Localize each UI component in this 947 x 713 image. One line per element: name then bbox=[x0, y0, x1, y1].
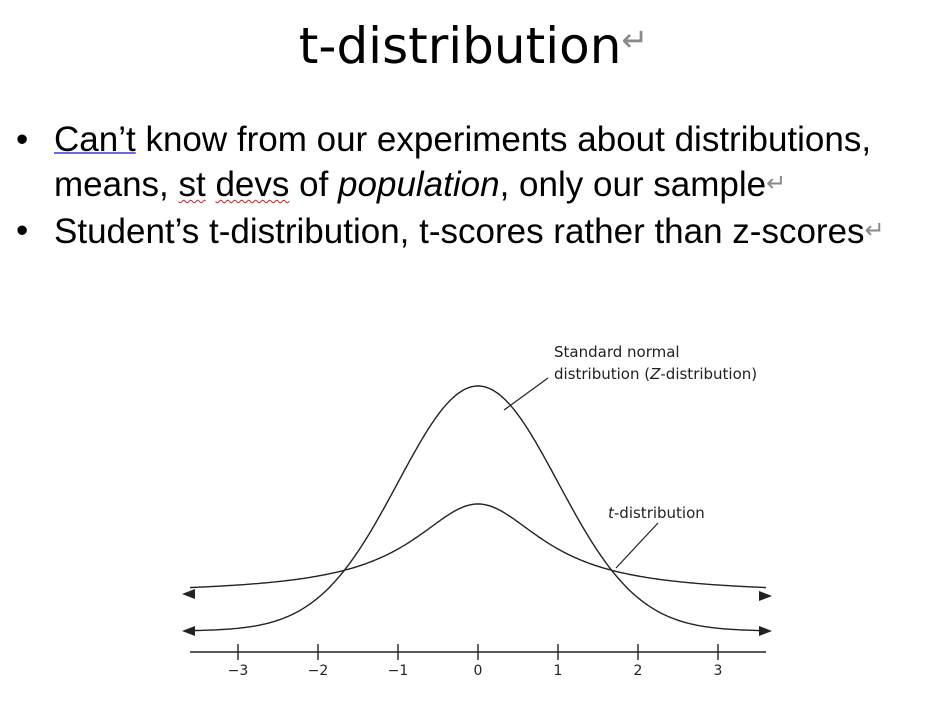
bullet-text: know from our experiments about distribu… bbox=[54, 120, 872, 204]
normal-curve-right-arrow-icon bbox=[759, 626, 772, 636]
x-axis-tick-label: −1 bbox=[388, 663, 409, 679]
normal-label-line2: distribution (Z-distribution) bbox=[554, 365, 757, 383]
title-text: t-distribution bbox=[298, 17, 622, 75]
spelling-flagged-word[interactable]: st bbox=[178, 165, 206, 204]
bullet-text bbox=[206, 165, 216, 204]
bullet-item-1: • Can’t know from our experiments about … bbox=[14, 118, 934, 207]
spelling-flagged-word[interactable]: devs bbox=[215, 165, 290, 204]
t-label-leader bbox=[615, 522, 659, 569]
distribution-figure: −3 −2 −1 0 1 2 3 Standard normal distribution … bbox=[182, 343, 772, 679]
x-axis-tick-label: 2 bbox=[634, 663, 643, 679]
x-axis-ticks: −3 −2 −1 0 1 2 3 bbox=[228, 644, 723, 679]
return-mark-icon: ↵ bbox=[621, 21, 649, 59]
grammar-flagged-word[interactable]: Can’t bbox=[54, 120, 136, 159]
bullet-text: , only our sample bbox=[499, 165, 767, 204]
x-axis-tick-label: 1 bbox=[554, 663, 563, 679]
normal-label-leader bbox=[503, 377, 549, 411]
bullet-text: of bbox=[289, 165, 339, 204]
bullet-list: • Can’t know from our experiments about … bbox=[14, 118, 934, 256]
x-axis-tick-label: −3 bbox=[228, 663, 249, 679]
t-curve-right-arrow-icon bbox=[759, 591, 772, 601]
slide-title: t-distribution↵ bbox=[0, 8, 947, 78]
t-curve-left-arrow-icon bbox=[182, 589, 195, 599]
bullet-text: Student’s t-distribution, t-scores rathe… bbox=[54, 212, 865, 251]
normal-label-line1: Standard normal bbox=[554, 343, 680, 361]
t-distribution-curve bbox=[189, 503, 767, 589]
normal-distribution-curve bbox=[190, 385, 766, 632]
return-mark-icon: ↵ bbox=[864, 217, 885, 244]
t-distribution-label: t-distribution bbox=[608, 504, 705, 522]
return-mark-icon: ↵ bbox=[766, 170, 787, 197]
emphasized-word: population bbox=[338, 165, 500, 204]
x-axis-tick-label: 3 bbox=[714, 663, 723, 679]
x-axis-tick-label: −2 bbox=[308, 663, 329, 679]
bullet-icon: • bbox=[16, 211, 29, 250]
normal-curve-left-arrow-icon bbox=[182, 626, 195, 636]
bullet-item-2: • Student’s t-distribution, t-scores rat… bbox=[14, 209, 934, 254]
x-axis-tick-label: 0 bbox=[474, 663, 483, 679]
bullet-icon: • bbox=[16, 120, 29, 159]
